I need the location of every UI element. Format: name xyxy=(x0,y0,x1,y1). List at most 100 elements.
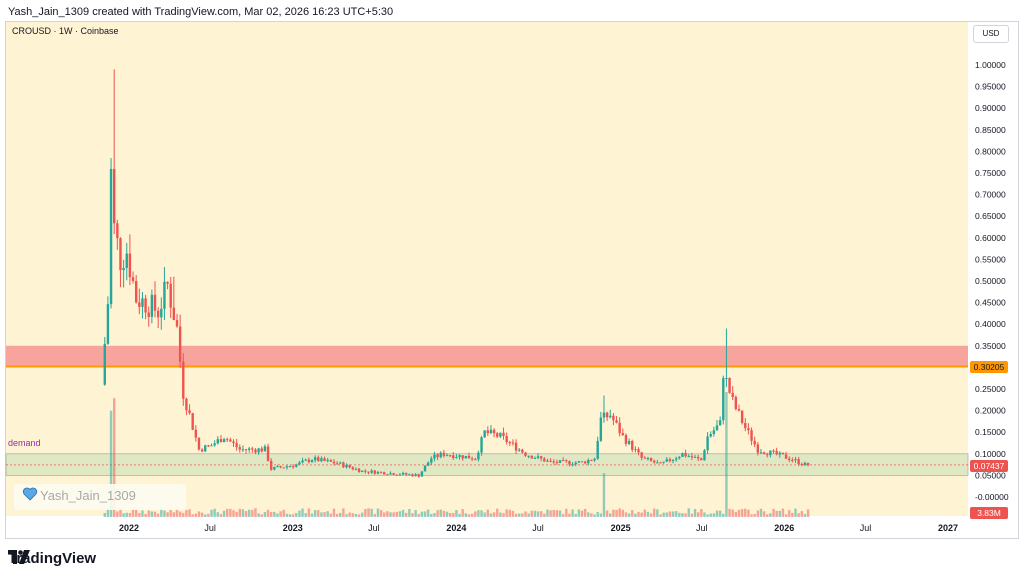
candle-body xyxy=(408,474,411,476)
candle-body xyxy=(320,458,323,462)
x-tick-label: 2022 xyxy=(119,523,139,533)
candle-body xyxy=(298,462,301,465)
volume-bar xyxy=(373,514,376,517)
volume-bar xyxy=(794,508,797,517)
candle-body xyxy=(474,459,477,461)
volume-bar xyxy=(361,512,364,517)
candle-body xyxy=(508,442,511,444)
candle-body xyxy=(750,430,753,441)
candle-body xyxy=(791,459,794,461)
candle-body xyxy=(313,457,317,461)
candle-body xyxy=(442,452,446,456)
volume-bar xyxy=(229,508,232,517)
volume-bar xyxy=(747,509,750,517)
volume-bar xyxy=(156,513,160,517)
volume-bar xyxy=(637,511,640,517)
volume-bar xyxy=(153,511,157,517)
candle-body xyxy=(643,457,646,459)
candle-body xyxy=(690,456,694,458)
volume-bar xyxy=(467,514,471,517)
candle-body xyxy=(756,444,760,453)
candle-body xyxy=(558,460,562,463)
volume-bar xyxy=(103,512,106,517)
volume-bar xyxy=(800,511,803,517)
candle-body xyxy=(568,461,571,465)
candle-body xyxy=(602,412,606,418)
candle-body xyxy=(169,283,172,308)
volume-bar xyxy=(565,508,568,517)
candle-body xyxy=(583,461,587,464)
volume-bar xyxy=(112,398,116,517)
candle-body xyxy=(241,449,245,451)
candle-body xyxy=(762,452,766,454)
candle-body xyxy=(649,458,653,461)
volume-bar xyxy=(772,508,775,517)
y-tick-label: 0.45000 xyxy=(975,298,1006,308)
candle-body xyxy=(646,458,650,460)
volume-bar xyxy=(781,508,785,517)
currency-button[interactable]: USD xyxy=(973,25,1009,43)
candle-body xyxy=(185,398,188,411)
volume-bar xyxy=(539,511,543,517)
volume-bar xyxy=(295,513,298,517)
volume-bar xyxy=(244,511,248,517)
candle-body xyxy=(778,452,782,455)
candle-body xyxy=(204,445,207,452)
candle-body xyxy=(191,413,194,430)
candle-body xyxy=(464,455,468,459)
volume-bar xyxy=(197,511,201,517)
volume-bar xyxy=(323,512,326,517)
candle-body xyxy=(134,281,138,303)
candle-body xyxy=(687,456,690,458)
candle-body xyxy=(593,458,596,461)
volume-bar xyxy=(665,512,668,517)
candle-body xyxy=(376,471,380,474)
volume-bar xyxy=(806,509,810,517)
candle-body xyxy=(395,474,398,476)
volume-bar xyxy=(511,510,515,517)
volume-bar xyxy=(307,508,311,517)
x-tick-label: Jul xyxy=(204,523,216,533)
volume-bar xyxy=(445,511,449,517)
volume-bar xyxy=(470,513,474,517)
candle-body xyxy=(615,420,618,423)
volume-bar xyxy=(643,509,646,517)
candle-body xyxy=(653,460,656,463)
candle-body xyxy=(216,439,220,444)
candle-body xyxy=(445,455,449,457)
volume-bar xyxy=(395,511,398,517)
candle-body xyxy=(618,422,621,434)
volume-bar xyxy=(690,513,694,517)
candle-body xyxy=(461,455,464,459)
volume-bar xyxy=(486,509,490,517)
volume-bar xyxy=(370,508,373,517)
volume-bar xyxy=(128,513,132,517)
volume-bar xyxy=(426,509,430,517)
volume-bar xyxy=(499,512,502,517)
volume-bar xyxy=(392,512,395,517)
volume-bar xyxy=(580,510,584,517)
volume-bar xyxy=(301,508,304,517)
volume-bar xyxy=(681,513,684,517)
volume-bar xyxy=(627,513,631,517)
volume-bar xyxy=(712,513,716,517)
candle-body xyxy=(744,423,747,429)
volume-bar xyxy=(191,514,194,517)
volume-bar xyxy=(216,512,220,517)
volume-bar xyxy=(455,509,458,517)
volume-bar xyxy=(662,512,665,517)
volume-bar xyxy=(530,510,533,517)
plot-area[interactable] xyxy=(6,22,968,516)
tradingview-logo[interactable]: TradingView xyxy=(8,550,96,567)
candle-body xyxy=(659,462,662,464)
candle-body xyxy=(339,462,342,464)
volume-bar xyxy=(684,513,687,517)
volume-bar xyxy=(273,511,276,517)
candle-body xyxy=(668,459,672,462)
volume-bar xyxy=(715,510,719,517)
candle-body xyxy=(612,415,615,421)
candle-body xyxy=(354,468,358,470)
candle-body xyxy=(373,470,376,474)
candle-body xyxy=(426,462,430,466)
